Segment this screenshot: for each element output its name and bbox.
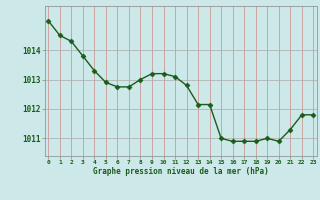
X-axis label: Graphe pression niveau de la mer (hPa): Graphe pression niveau de la mer (hPa) bbox=[93, 167, 269, 176]
